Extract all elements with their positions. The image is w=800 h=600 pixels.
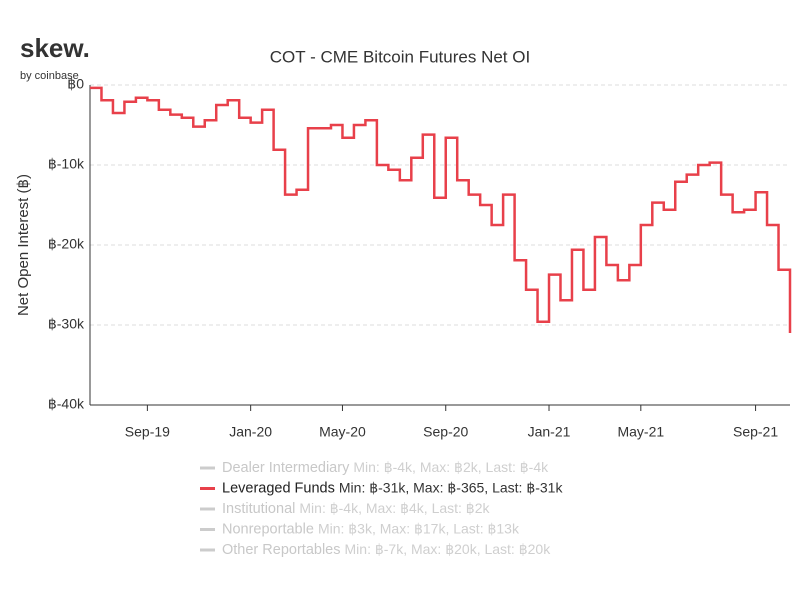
legend-name: Nonreportable bbox=[222, 521, 314, 537]
legend-entry[interactable]: Dealer Intermediary Min: ฿-4k, Max: ฿2k,… bbox=[222, 459, 549, 476]
chart-title: COT - CME Bitcoin Futures Net OI bbox=[270, 47, 530, 66]
x-tick-label: May-20 bbox=[319, 424, 366, 440]
legend-name: Institutional bbox=[222, 501, 295, 517]
legend-entry[interactable]: Nonreportable Min: ฿3k, Max: ฿17k, Last:… bbox=[222, 520, 520, 537]
y-tick-label: ฿-40k bbox=[48, 396, 85, 412]
y-tick-label: ฿0 bbox=[67, 76, 84, 92]
legend-stats: Min: ฿-31k, Max: ฿-365, Last: ฿-31k bbox=[339, 479, 564, 495]
brand-byline: by coinbase bbox=[20, 70, 79, 82]
x-tick-label: Sep-19 bbox=[125, 424, 170, 440]
x-tick-label: Sep-20 bbox=[423, 424, 468, 440]
legend-stats: Min: ฿-4k, Max: ฿4k, Last: ฿2k bbox=[299, 500, 490, 516]
x-tick-label: May-21 bbox=[617, 424, 664, 440]
legend-stats: Min: ฿3k, Max: ฿17k, Last: ฿13k bbox=[318, 520, 520, 536]
legend-entry[interactable]: Leveraged Funds Min: ฿-31k, Max: ฿-365, … bbox=[222, 479, 563, 496]
legend-entry[interactable]: Institutional Min: ฿-4k, Max: ฿4k, Last:… bbox=[222, 500, 490, 517]
legend-name: Leveraged Funds bbox=[222, 480, 335, 496]
x-tick-label: Sep-21 bbox=[733, 424, 778, 440]
y-tick-label: ฿-10k bbox=[48, 156, 85, 172]
legend-name: Dealer Intermediary bbox=[222, 460, 350, 476]
series-line bbox=[90, 86, 792, 333]
legend-stats: Min: ฿-7k, Max: ฿20k, Last: ฿20k bbox=[345, 541, 552, 557]
legend-stats: Min: ฿-4k, Max: ฿2k, Last: ฿-4k bbox=[353, 459, 549, 475]
y-axis-label: Net Open Interest (฿) bbox=[15, 174, 32, 316]
legend-name: Other Reportables bbox=[222, 542, 340, 558]
brand-logo: skew. bbox=[20, 33, 90, 63]
x-tick-label: Jan-21 bbox=[528, 424, 571, 440]
y-tick-label: ฿-20k bbox=[48, 236, 85, 252]
y-tick-label: ฿-30k bbox=[48, 316, 85, 332]
x-tick-label: Jan-20 bbox=[229, 424, 272, 440]
legend-entry[interactable]: Other Reportables Min: ฿-7k, Max: ฿20k, … bbox=[222, 541, 551, 558]
